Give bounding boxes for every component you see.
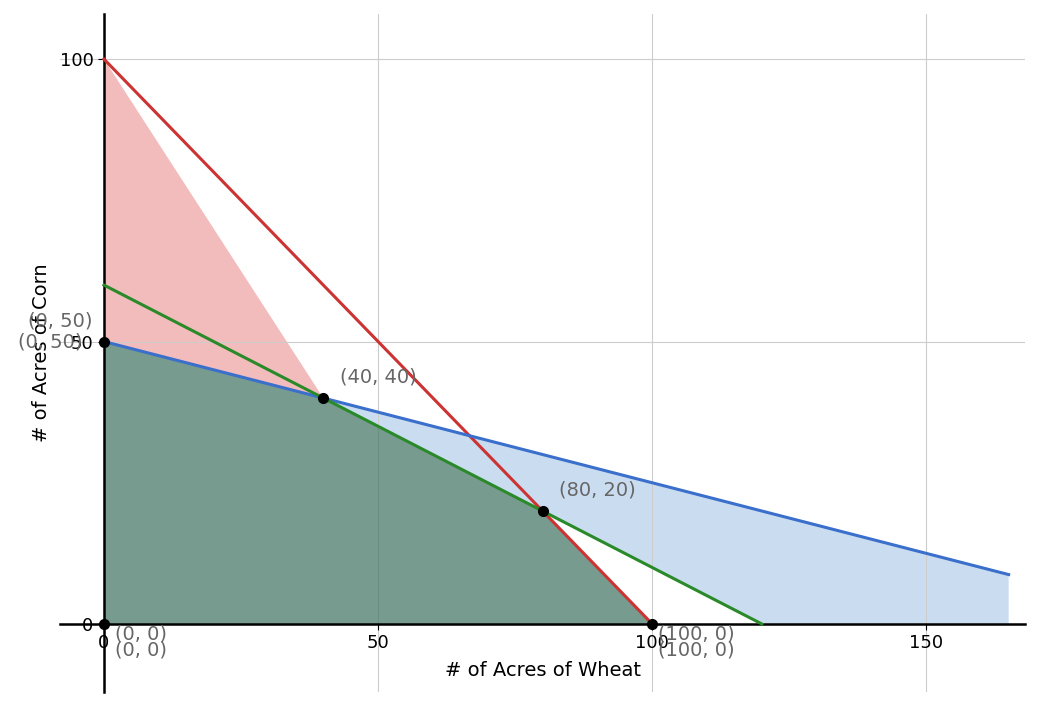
Polygon shape [104,59,323,398]
Y-axis label: # of Acres of Corn: # of Acres of Corn [32,264,51,442]
Polygon shape [323,398,1009,624]
X-axis label: # of Acres of Wheat: # of Acres of Wheat [445,661,641,679]
Text: (40, 40): (40, 40) [340,368,417,387]
Text: (0, 50): (0, 50) [18,332,82,351]
Text: (100, 0): (100, 0) [658,624,735,643]
Text: (100, 0): (100, 0) [658,641,735,660]
Text: (0, 0): (0, 0) [115,641,167,660]
Text: (0, 0): (0, 0) [115,624,167,643]
Polygon shape [104,341,652,624]
Text: (80, 20): (80, 20) [559,481,636,500]
Text: (0, 50): (0, 50) [28,311,92,330]
